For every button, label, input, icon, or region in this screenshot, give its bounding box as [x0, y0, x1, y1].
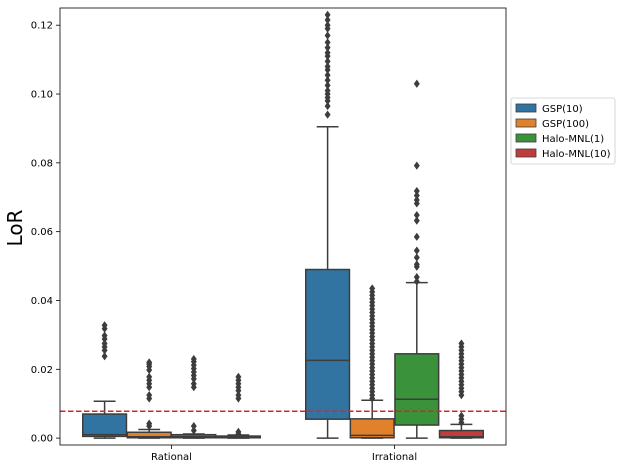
- box-gsp-100--irrational: [349, 284, 395, 439]
- outlier-point: [324, 43, 331, 52]
- plot-frame: [59, 7, 507, 446]
- y-tick-label: 0.10: [31, 90, 53, 101]
- box-iqr: [81, 413, 128, 438]
- outlier-point: [324, 62, 331, 71]
- box-iqr: [394, 353, 440, 426]
- y-axis-title: LoR: [3, 209, 27, 246]
- outlier-point: [190, 421, 197, 431]
- legend-frame: [510, 97, 616, 165]
- outlier-point: [324, 57, 331, 66]
- outlier-point: [101, 352, 108, 361]
- outlier-point: [324, 81, 331, 90]
- outlier-point: [190, 354, 197, 364]
- box-gsp-10--irrational: [304, 10, 351, 439]
- legend-label: GSP(10): [542, 104, 583, 115]
- box-iqr: [438, 429, 485, 439]
- outlier-point: [101, 339, 108, 348]
- box-halo-mnl-10--rational: [215, 372, 262, 439]
- outlier-point: [324, 48, 331, 57]
- outlier-point: [324, 110, 331, 119]
- legend-label: Halo-MNL(10): [542, 149, 611, 160]
- y-tick-label: 0.04: [31, 296, 53, 307]
- legend-swatch: [515, 133, 537, 143]
- outlier-point: [324, 21, 331, 30]
- box-gsp-100--rational: [126, 358, 172, 439]
- legend-label: GSP(100): [542, 119, 589, 130]
- box-iqr: [304, 268, 351, 420]
- legend-swatch: [515, 148, 537, 158]
- outlier-point: [369, 284, 376, 293]
- outlier-point: [101, 331, 108, 340]
- legend-label: Halo-MNL(1): [542, 134, 604, 145]
- outlier-point: [413, 161, 420, 170]
- y-tick-label: 0.06: [31, 227, 53, 238]
- outlier-point: [190, 426, 197, 435]
- y-tick-label: 0.00: [31, 434, 53, 445]
- outlier-point: [413, 216, 420, 225]
- legend: GSP(10) GSP(100) Halo-MNL(1) Halo-MNL(10): [510, 97, 616, 165]
- outlier-point: [146, 419, 153, 428]
- outlier-point: [413, 246, 420, 255]
- outlier-point: [324, 15, 331, 25]
- outlier-point: [413, 195, 420, 205]
- x-tick-label: Rational: [151, 452, 192, 463]
- outlier-point: [413, 277, 420, 286]
- outlier-point: [458, 411, 465, 420]
- outlier-point: [101, 321, 108, 330]
- outlier-point: [413, 253, 420, 262]
- outlier-point: [413, 211, 420, 220]
- outlier-point: [235, 427, 242, 437]
- outlier-point: [235, 372, 242, 381]
- legend-swatch: [515, 118, 537, 128]
- outlier-point: [413, 79, 420, 88]
- legend-swatch: [515, 103, 537, 113]
- x-axis: Rational Irrational: [151, 445, 417, 463]
- box-gsp-10--rational: [81, 321, 128, 439]
- outlier-point: [413, 191, 420, 200]
- outlier-point: [146, 358, 153, 367]
- box-iqr: [126, 431, 172, 439]
- outlier-point: [324, 76, 331, 85]
- y-tick-label: 0.02: [31, 365, 53, 376]
- box-halo-mnl-1--irrational: [394, 79, 440, 439]
- y-tick-label: 0.08: [31, 158, 53, 169]
- outlier-point: [146, 372, 153, 381]
- outlier-point: [324, 101, 331, 111]
- outlier-point: [458, 339, 465, 348]
- outlier-point: [413, 186, 420, 196]
- outlier-point: [324, 38, 331, 47]
- outlier-point: [190, 379, 197, 388]
- x-tick-label: Irrational: [372, 452, 417, 463]
- y-axis: 0.00 0.02 0.04 0.06 0.08 0.10 0.12: [31, 21, 60, 445]
- outlier-point: [324, 31, 331, 40]
- outlier-point: [413, 272, 420, 282]
- outlier-point: [146, 390, 153, 400]
- box-halo-mnl-10--irrational: [438, 339, 485, 439]
- outlier-point: [413, 260, 420, 269]
- box-iqr: [349, 418, 395, 439]
- outlier-point: [235, 390, 242, 400]
- outlier-point: [324, 86, 331, 95]
- box-halo-mnl-1--rational: [171, 354, 217, 439]
- plot-content: [60, 10, 506, 439]
- outlier-point: [324, 10, 331, 19]
- outlier-point: [413, 232, 420, 241]
- y-tick-label: 0.12: [31, 21, 53, 32]
- outlier-point: [324, 70, 331, 80]
